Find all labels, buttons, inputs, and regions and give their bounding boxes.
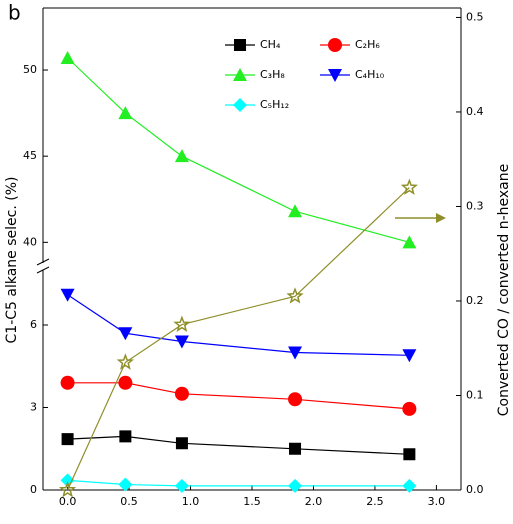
- y-tick-label: 0: [30, 483, 37, 496]
- y2-tick-label: 0.4: [466, 105, 484, 118]
- y-tick-label: 6: [30, 318, 37, 331]
- arrow-head: [436, 213, 446, 223]
- y2-tick-label: 0.0: [466, 483, 484, 496]
- x-tick-label: 3.0: [428, 495, 446, 508]
- marker: [286, 287, 304, 304]
- marker: [288, 346, 303, 360]
- y-tick-label: 3: [30, 401, 37, 414]
- marker: [402, 401, 417, 416]
- marker: [118, 375, 133, 390]
- legend-label: C₅H₁₂: [260, 98, 289, 111]
- legend-label: C₃H₈: [260, 68, 285, 81]
- marker: [118, 327, 133, 341]
- panel-label: b: [8, 1, 21, 25]
- y-axis-label: C1-C5 alkane selec. (%): [4, 177, 20, 344]
- x-tick-label: 1.0: [182, 495, 200, 508]
- marker: [173, 315, 191, 333]
- marker: [175, 437, 188, 450]
- marker: [402, 478, 417, 493]
- y-tick-label: 40: [23, 235, 37, 248]
- legend-marker: [328, 38, 342, 52]
- marker: [118, 477, 133, 492]
- y2-tick-label: 0.1: [466, 388, 484, 401]
- marker: [174, 386, 189, 401]
- marker: [402, 235, 417, 249]
- legend-marker: [233, 68, 247, 81]
- x-tick-label: 0.5: [120, 495, 138, 508]
- marker: [289, 442, 302, 455]
- marker: [174, 149, 189, 163]
- x-tick-label: 0.0: [59, 495, 77, 508]
- series-line: [67, 187, 410, 491]
- legend-marker: [234, 39, 246, 51]
- marker: [60, 473, 75, 488]
- x-tick-label: 2.0: [305, 495, 323, 508]
- legend-label: C₄H₁₀: [355, 68, 385, 81]
- marker: [60, 288, 75, 302]
- marker: [174, 478, 189, 493]
- y2-tick-label: 0.5: [466, 10, 484, 23]
- marker: [116, 353, 135, 370]
- legend-marker: [233, 98, 247, 112]
- marker: [288, 478, 303, 493]
- marker: [402, 349, 417, 363]
- marker: [60, 375, 75, 390]
- legend-marker: [328, 69, 342, 82]
- y2-tick-label: 0.3: [466, 199, 484, 212]
- marker: [288, 204, 303, 218]
- marker: [400, 178, 418, 195]
- marker: [174, 335, 189, 349]
- y2-tick-label: 0.2: [466, 294, 484, 307]
- marker: [118, 106, 133, 120]
- marker: [60, 50, 75, 64]
- x-tick-label: 1.5: [243, 495, 261, 508]
- legend-label: CH₄: [260, 38, 281, 51]
- marker: [403, 448, 416, 461]
- marker: [119, 430, 132, 443]
- x-tick-label: 2.5: [366, 495, 384, 508]
- y-tick-label: 45: [23, 149, 37, 162]
- marker: [58, 480, 77, 498]
- axis-break: [36, 266, 50, 274]
- marker: [61, 433, 74, 446]
- y2-axis-label: Converted CO / converted n-hexane: [496, 164, 512, 416]
- axis-break: [36, 258, 50, 266]
- legend-label: C₂H₆: [355, 38, 380, 51]
- y-tick-label: 50: [23, 63, 37, 76]
- marker: [288, 392, 303, 407]
